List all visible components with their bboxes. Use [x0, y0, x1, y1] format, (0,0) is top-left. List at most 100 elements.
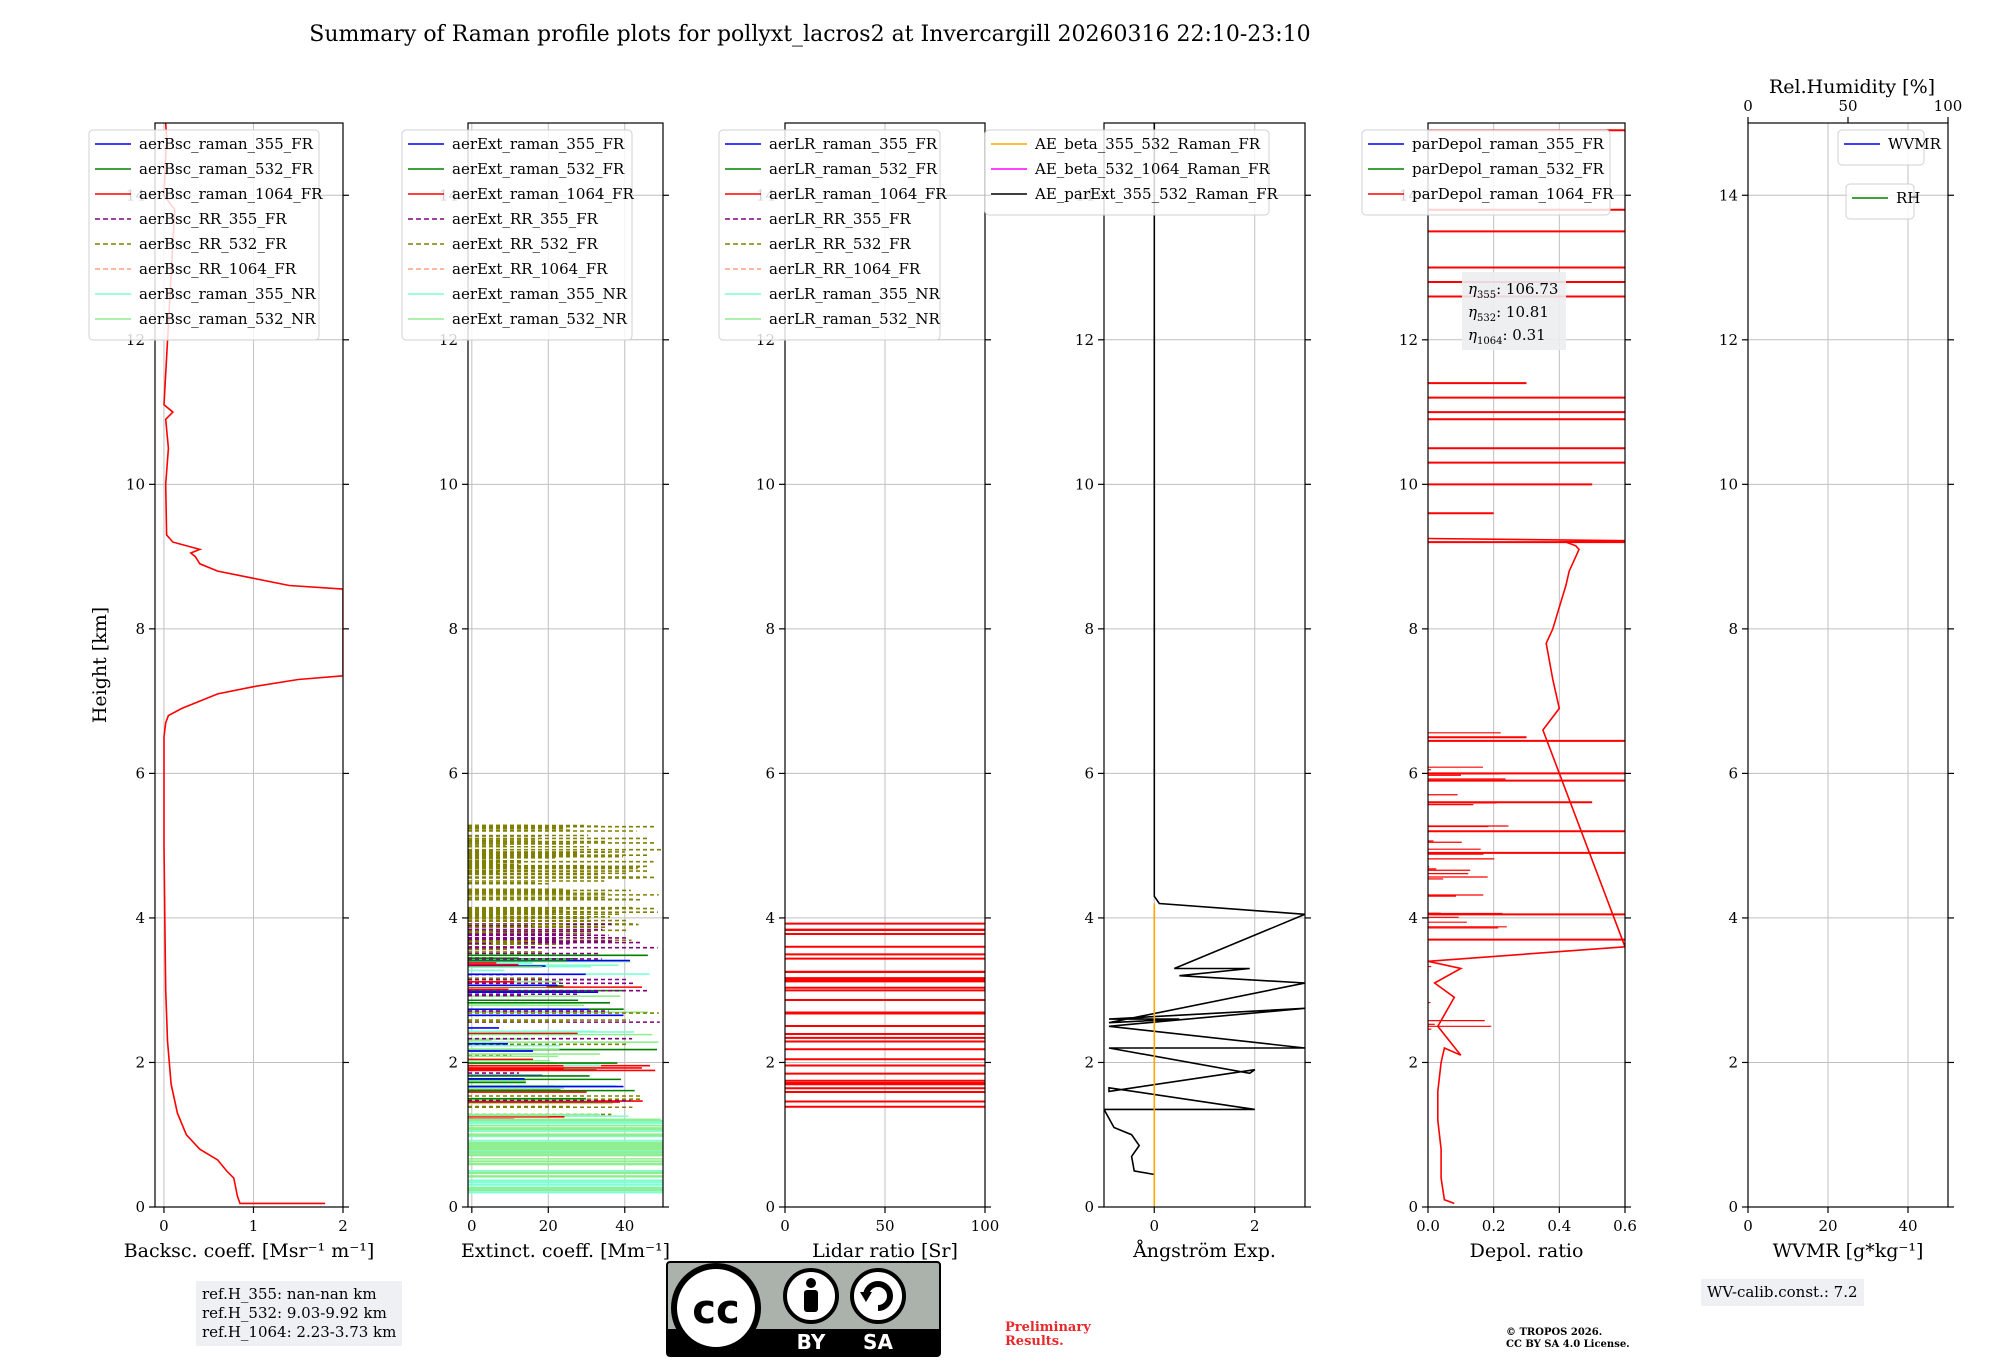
x-tick-label: 2 — [1250, 1217, 1260, 1235]
y-tick-label: 6 — [135, 764, 145, 782]
y-tick-label: 0 — [765, 1198, 775, 1216]
legend-label: aerExt_raman_355_FR — [452, 135, 625, 153]
copyright-note: © TROPOS 2026. CC BY SA 4.0 License. — [1506, 1327, 1630, 1351]
legend-label: aerBsc_RR_355_FR — [139, 210, 287, 228]
preliminary-note: Preliminary Results. — [1005, 1321, 1091, 1349]
preliminary-line-1: Preliminary — [1005, 1320, 1091, 1335]
series-aerBsc_raman_1064_FR — [163, 123, 343, 1205]
wv-calibration-box: WV-calib.const.: 7.2 — [1701, 1279, 1864, 1306]
legend-label: aerLR_raman_355_NR — [769, 285, 940, 303]
legend-box — [88, 129, 320, 341]
svg-text:cc: cc — [692, 1287, 739, 1333]
wv-calib-const: WV-calib.const.: 7.2 — [1707, 1283, 1858, 1301]
legend-label: aerLR_RR_532_FR — [769, 235, 911, 253]
x-tick-label: 0.4 — [1547, 1217, 1571, 1235]
y-tick-label: 8 — [135, 620, 145, 638]
x-tick-label: 0 — [1743, 1217, 1753, 1235]
x-tick-label: 50 — [875, 1217, 894, 1235]
legend-label: aerLR_raman_355_FR — [769, 135, 938, 153]
y-tick-label: 10 — [126, 475, 145, 493]
refh-1064: ref.H_1064: 2.23-3.73 km — [202, 1323, 397, 1341]
panel-lidar-ratio: 05010002468101214Lidar ratio [Sr]aerLR_r… — [718, 122, 999, 1262]
legend-label: RH — [1896, 189, 1920, 207]
y-tick-label: 14 — [1719, 186, 1738, 204]
y-tick-label: 0 — [1728, 1198, 1738, 1216]
panel-angstrom: 0202468101214Ångström Exp.AE_beta_355_53… — [984, 122, 1311, 1262]
legend-label: aerBsc_RR_532_FR — [139, 235, 287, 253]
x-axis-label: WVMR [g*kg⁻¹] — [1773, 1240, 1924, 1262]
top-x-tick-label: 100 — [1934, 97, 1963, 115]
y-tick-label: 6 — [1408, 764, 1418, 782]
cc-by-label: BY — [797, 1330, 826, 1354]
panel-wvmr: 0 20 40 0 2 4 6 8 10 12 14 WVMR [g*kg⁻¹] 0 50 100Rel.H… — [1719, 76, 1962, 1262]
x-axis-label: Backsc. coeff. [Msr⁻¹ m⁻¹] — [124, 1240, 375, 1262]
y-tick-label: 2 — [1408, 1053, 1418, 1071]
legend-label: aerLR_RR_1064_FR — [769, 260, 921, 278]
legend-backscatter: aerBsc_raman_355_FR aerBsc_raman_532_FRae… — [88, 129, 323, 341]
legend-extinction: aerExt_raman_355_FR aerExt_raman_532_FRae… — [401, 129, 634, 341]
x-tick-label: 0.6 — [1613, 1217, 1637, 1235]
x-axis-label: Depol. ratio — [1470, 1240, 1584, 1262]
legend-label: aerExt_raman_1064_FR — [452, 185, 634, 203]
x-axis-label: Extinct. coeff. [Mm⁻¹] — [461, 1240, 670, 1262]
eta-532: η532: 10.81 — [1468, 303, 1549, 324]
y-tick-label: 4 — [765, 909, 775, 927]
y-tick-label: 12 — [1399, 331, 1418, 349]
legend-label: aerLR_raman_532_NR — [769, 310, 940, 328]
x-tick-label: 0 — [1149, 1217, 1159, 1235]
legend-label: aerBsc_raman_532_NR — [139, 310, 316, 328]
y-tick-label: 4 — [448, 909, 458, 927]
y-tick-label: 4 — [135, 909, 145, 927]
copyright-line-1: © TROPOS 2026. — [1506, 1327, 1603, 1338]
cc-by-sa-logo: cc BY SA — [666, 1261, 941, 1357]
figure-title: Summary of Raman profile plots for polly… — [309, 22, 1311, 47]
legend-label: aerLR_raman_1064_FR — [769, 185, 947, 203]
x-tick-label: 0 — [780, 1217, 790, 1235]
y-tick-label: 8 — [1728, 620, 1738, 638]
legend-box — [984, 129, 1270, 216]
y-tick-label: 2 — [448, 1053, 458, 1071]
y-tick-label: 0 — [1084, 1198, 1094, 1216]
axes-frame — [1747, 122, 1949, 1208]
legend-label: aerExt_raman_355_NR — [452, 285, 628, 303]
x-tick-label: 40 — [615, 1217, 634, 1235]
legend-label: aerExt_RR_532_FR — [452, 235, 599, 253]
y-tick-label: 8 — [448, 620, 458, 638]
legend-label: aerExt_RR_355_FR — [452, 210, 599, 228]
y-axis-label: Height [km] — [89, 607, 111, 723]
panel-extinction: 0204002468101214Extinct. coeff. [Mm⁻¹]ae… — [401, 122, 670, 1262]
y-tick-label: 0 — [1408, 1198, 1418, 1216]
plot-area-angstrom — [1104, 123, 1305, 1207]
legend-label: WVMR — [1888, 135, 1942, 153]
y-tick-label: 4 — [1728, 909, 1738, 927]
legend-label: aerLR_raman_532_FR — [769, 160, 938, 178]
x-tick-label: 0 — [159, 1217, 169, 1235]
axes-frame — [154, 122, 344, 1208]
legend-label: aerBsc_raman_1064_FR — [139, 185, 323, 203]
legend-label: aerBsc_raman_355_FR — [139, 135, 314, 153]
x-tick-label: 0 — [467, 1217, 477, 1235]
legend-label: parDepol_raman_532_FR — [1412, 160, 1605, 178]
share-alike-icon — [850, 1268, 906, 1324]
legend-angstrom: AE_beta_355_532_Raman_FR AE_beta_532_1064… — [984, 129, 1279, 216]
plot-area-backscatter — [163, 123, 343, 1205]
y-tick-label: 8 — [1408, 620, 1418, 638]
series-parDepol_raman_1064_FR — [1428, 537, 1625, 1205]
legend-label: aerExt_raman_532_FR — [452, 160, 625, 178]
copyright-line-2: CC BY SA 4.0 License. — [1506, 1339, 1630, 1350]
axes-frame — [467, 122, 664, 1208]
refh-532: ref.H_532: 9.03-9.92 km — [202, 1304, 387, 1322]
legend-box — [718, 129, 941, 341]
legend-label: aerExt_RR_1064_FR — [452, 260, 608, 278]
y-tick-label: 12 — [1075, 331, 1094, 349]
x-tick-label: 20 — [1818, 1217, 1837, 1235]
y-tick-label: 4 — [1084, 909, 1094, 927]
x-tick-label: 0.2 — [1482, 1217, 1506, 1235]
legend-label: aerLR_RR_355_FR — [769, 210, 911, 228]
x-axis-label: Lidar ratio [Sr] — [812, 1240, 958, 1262]
panel-backscatter: 01202468101214Backsc. coeff. [Msr⁻¹ m⁻¹]… — [88, 122, 375, 1262]
y-tick-label: 6 — [1084, 764, 1094, 782]
plot-area-lidar-ratio — [785, 922, 985, 1108]
legend-lidar-ratio: aerLR_raman_355_FR aerLR_raman_532_FR aerL… — [718, 129, 947, 341]
